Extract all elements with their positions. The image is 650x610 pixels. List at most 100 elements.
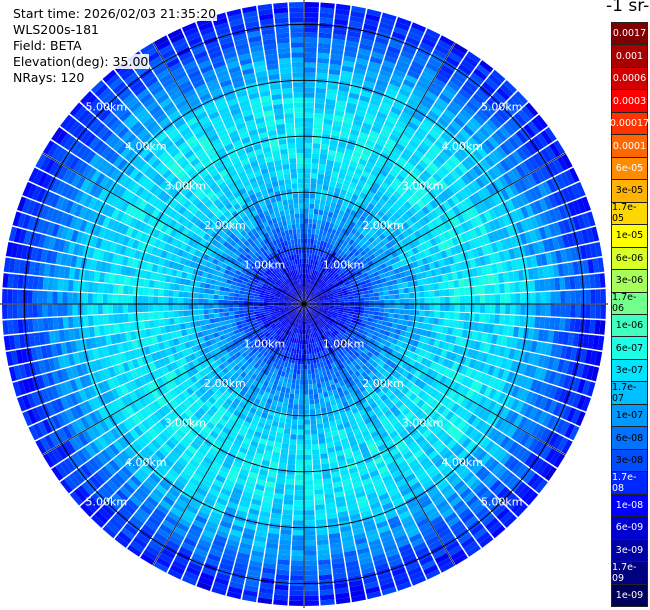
range-gate-cell <box>410 153 421 163</box>
range-gate-cell <box>476 332 483 342</box>
range-gate-cell <box>334 110 345 117</box>
range-gate-cell <box>394 64 408 74</box>
range-gate-cell <box>328 310 334 314</box>
range-gate-cell <box>329 256 334 262</box>
range-gate-cell <box>316 292 321 296</box>
range-gate-cell <box>439 304 445 311</box>
range-gate-cell <box>472 165 483 177</box>
range-gate-cell <box>314 108 324 114</box>
range-gate-cell <box>506 119 519 133</box>
range-gate-cell <box>313 307 319 310</box>
range-gate-cell <box>465 378 474 389</box>
range-gate-cell <box>561 439 573 455</box>
range-gate-cell <box>459 108 472 121</box>
range-gate-cell <box>405 210 414 219</box>
range-gate-cell <box>321 463 330 470</box>
range-gate-cell <box>513 247 521 259</box>
range-gate-cell <box>510 360 518 372</box>
range-gate-cell <box>359 304 365 307</box>
range-gate-cell <box>502 122 515 136</box>
range-gate-cell <box>308 213 314 219</box>
range-gate-cell <box>332 291 338 295</box>
range-gate-cell <box>354 146 364 154</box>
range-gate-cell <box>407 320 414 327</box>
range-gate-cell <box>277 554 291 561</box>
range-gate-cell <box>461 84 475 97</box>
range-gate-cell <box>539 382 548 396</box>
range-gate-cell <box>348 20 363 29</box>
range-gate-cell <box>281 443 289 450</box>
range-gate-cell <box>483 323 490 333</box>
range-gate-cell <box>479 313 485 323</box>
range-gate-cell <box>283 397 289 404</box>
range-gate-cell <box>332 235 339 242</box>
range-gate-cell <box>365 256 372 263</box>
range-gate-cell <box>304 565 318 571</box>
range-gate-cell <box>476 351 484 362</box>
range-gate-cell <box>348 134 358 142</box>
range-gate-cell <box>409 233 418 241</box>
range-gate-cell <box>429 162 439 172</box>
range-gate-cell <box>510 197 520 210</box>
range-gate-cell <box>447 369 456 379</box>
range-gate-cell <box>320 268 324 274</box>
range-gate-cell <box>338 309 344 313</box>
range-gate-cell <box>483 386 493 398</box>
range-gate-cell <box>460 232 469 243</box>
range-gate-cell <box>378 225 387 234</box>
range-gate-cell <box>304 142 312 149</box>
range-gate-cell <box>280 448 289 455</box>
range-gate-cell <box>304 439 311 445</box>
range-gate-cell <box>572 216 581 231</box>
range-gate-cell <box>510 337 518 349</box>
range-gate-cell <box>421 233 430 242</box>
range-gate-cell <box>313 388 318 395</box>
range-gate-cell <box>358 131 369 140</box>
range-gate-cell <box>553 207 563 221</box>
range-gate-cell <box>311 368 315 375</box>
range-gate-cell <box>291 550 304 556</box>
range-gate-cell <box>449 296 455 304</box>
range-gate-cell <box>507 170 518 183</box>
range-gate-cell <box>477 189 487 201</box>
range-gate-cell <box>492 390 502 402</box>
range-gate-cell <box>345 40 359 48</box>
range-gate-cell <box>550 344 558 357</box>
range-gate-cell <box>415 51 429 62</box>
range-gate-cell <box>381 245 389 252</box>
range-gate-cell <box>307 269 310 275</box>
range-gate-cell <box>312 153 320 159</box>
range-gate-cell <box>313 300 319 302</box>
range-gate-cell <box>322 231 328 237</box>
range-gate-cell <box>414 84 427 95</box>
range-gate-cell <box>307 243 311 249</box>
range-gate-cell <box>552 192 563 206</box>
range-gate-cell <box>531 171 542 185</box>
range-gate-cell <box>478 322 485 332</box>
range-gate-cell <box>304 62 316 68</box>
range-gate-cell <box>454 262 462 272</box>
range-gate-cell <box>324 259 330 265</box>
range-gate-cell <box>447 124 459 136</box>
range-gate-cell <box>304 535 316 541</box>
range-gate-cell <box>435 267 442 276</box>
range-gate-cell <box>504 186 515 199</box>
range-gate-cell <box>581 196 591 212</box>
range-gate-cell <box>482 363 491 374</box>
range-gate-cell <box>351 177 359 185</box>
range-gate-cell <box>433 283 440 290</box>
range-gate-cell <box>561 234 570 248</box>
range-gate-cell <box>309 243 314 250</box>
range-gate-cell <box>307 289 310 295</box>
range-gate-cell <box>329 275 334 281</box>
range-gate-cell <box>309 291 313 296</box>
range-gate-cell <box>438 259 445 268</box>
range-gate-cell <box>319 377 325 383</box>
range-gate-cell <box>336 268 342 274</box>
range-gate-cell <box>399 183 409 192</box>
range-gate-cell <box>478 395 488 407</box>
range-gate-cell <box>449 312 455 320</box>
range-gate-cell <box>522 176 533 190</box>
range-gate-cell <box>304 218 309 224</box>
range-gate-cell <box>419 291 425 298</box>
